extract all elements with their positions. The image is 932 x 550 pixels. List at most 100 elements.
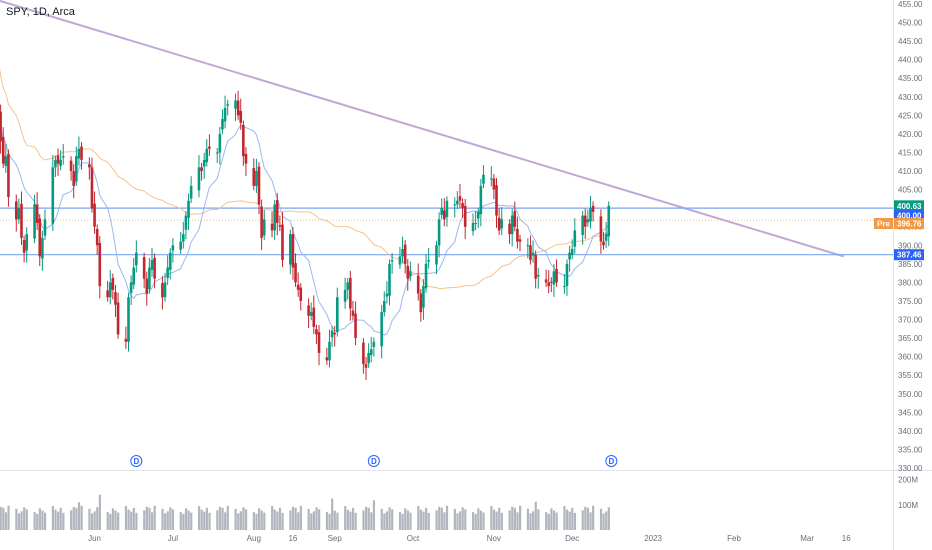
- candle[interactable]: [278, 215, 282, 232]
- candle[interactable]: [555, 259, 558, 287]
- candle[interactable]: [309, 302, 313, 321]
- candle[interactable]: [351, 300, 355, 321]
- candle[interactable]: [456, 191, 459, 209]
- candle[interactable]: [518, 234, 522, 252]
- candle[interactable]: [234, 93, 237, 121]
- candle[interactable]: [226, 99, 229, 116]
- candle[interactable]: [406, 259, 410, 291]
- resistance-trendline[interactable]: [0, 0, 844, 258]
- candle[interactable]: [607, 201, 611, 247]
- dividend-marker[interactable]: D: [605, 455, 618, 467]
- candle[interactable]: [61, 143, 65, 165]
- candle[interactable]: [132, 257, 136, 290]
- candle[interactable]: [7, 149, 10, 207]
- candle[interactable]: [416, 263, 420, 301]
- candle[interactable]: [127, 292, 130, 352]
- candle[interactable]: [135, 240, 138, 273]
- candle[interactable]: [453, 197, 457, 218]
- candle[interactable]: [513, 201, 517, 232]
- candle[interactable]: [161, 276, 164, 310]
- candle[interactable]: [369, 336, 373, 363]
- candle[interactable]: [489, 166, 493, 187]
- candle[interactable]: [385, 281, 389, 304]
- candle[interactable]: [270, 211, 274, 238]
- candle[interactable]: [333, 325, 336, 347]
- candle[interactable]: [43, 209, 47, 241]
- candle[interactable]: [205, 139, 209, 167]
- candle[interactable]: [200, 162, 203, 181]
- candle[interactable]: [239, 98, 243, 130]
- candle[interactable]: [296, 272, 300, 297]
- candle[interactable]: [547, 270, 551, 294]
- candle[interactable]: [380, 305, 383, 359]
- candle[interactable]: [163, 272, 167, 302]
- candle[interactable]: [75, 146, 78, 186]
- candle[interactable]: [563, 273, 566, 294]
- candle[interactable]: [1, 127, 5, 169]
- candle[interactable]: [531, 240, 535, 263]
- candle[interactable]: [202, 152, 206, 179]
- candle[interactable]: [17, 198, 21, 224]
- candle[interactable]: [599, 209, 603, 254]
- candle[interactable]: [317, 325, 321, 366]
- candle[interactable]: [529, 235, 532, 265]
- candle[interactable]: [114, 284, 117, 317]
- candle[interactable]: [544, 269, 548, 287]
- candle[interactable]: [145, 271, 149, 306]
- candle[interactable]: [108, 270, 112, 305]
- candle[interactable]: [516, 216, 519, 249]
- candle[interactable]: [403, 240, 407, 274]
- candle[interactable]: [604, 221, 608, 248]
- candle[interactable]: [526, 238, 530, 259]
- candle[interactable]: [581, 211, 584, 245]
- candle[interactable]: [550, 277, 553, 293]
- candle[interactable]: [69, 156, 73, 181]
- price-axis[interactable]: 330.00 335.00 340.00 345.00 350.00 355.00 360.…: [898, 0, 923, 473]
- candle[interactable]: [336, 287, 339, 337]
- candle[interactable]: [568, 245, 571, 272]
- candle[interactable]: [116, 292, 120, 339]
- candle[interactable]: [435, 240, 438, 275]
- candle[interactable]: [150, 247, 154, 277]
- candle[interactable]: [166, 255, 169, 285]
- candle[interactable]: [20, 191, 23, 245]
- candle[interactable]: [349, 270, 352, 321]
- candle[interactable]: [476, 207, 480, 229]
- candle[interactable]: [346, 277, 350, 300]
- candle[interactable]: [77, 136, 81, 166]
- candle[interactable]: [536, 267, 540, 289]
- candle[interactable]: [197, 155, 201, 198]
- candle[interactable]: [362, 338, 365, 374]
- candle[interactable]: [273, 199, 276, 241]
- candle[interactable]: [474, 210, 477, 231]
- candle[interactable]: [72, 163, 75, 199]
- candle[interactable]: [236, 90, 240, 120]
- candle[interactable]: [80, 142, 83, 170]
- candle[interactable]: [244, 146, 248, 176]
- candle[interactable]: [38, 214, 42, 267]
- candle[interactable]: [419, 289, 423, 322]
- candle[interactable]: [479, 178, 483, 227]
- candle[interactable]: [372, 337, 376, 357]
- candle[interactable]: [471, 213, 475, 236]
- candle[interactable]: [437, 212, 441, 258]
- candle[interactable]: [56, 148, 60, 176]
- candle[interactable]: [148, 257, 151, 294]
- candle[interactable]: [299, 283, 303, 311]
- candle[interactable]: [275, 192, 279, 236]
- candle[interactable]: [534, 250, 537, 289]
- candle[interactable]: [307, 298, 310, 329]
- candle[interactable]: [33, 194, 36, 244]
- candle[interactable]: [223, 95, 227, 129]
- candle[interactable]: [124, 326, 128, 349]
- candle[interactable]: [343, 277, 347, 309]
- dividend-marker[interactable]: D: [367, 455, 380, 467]
- candle[interactable]: [388, 259, 391, 306]
- candle[interactable]: [565, 259, 569, 296]
- candle[interactable]: [401, 236, 404, 264]
- candle[interactable]: [257, 162, 261, 215]
- candle[interactable]: [184, 211, 188, 240]
- candle[interactable]: [573, 218, 577, 254]
- candle[interactable]: [422, 279, 425, 320]
